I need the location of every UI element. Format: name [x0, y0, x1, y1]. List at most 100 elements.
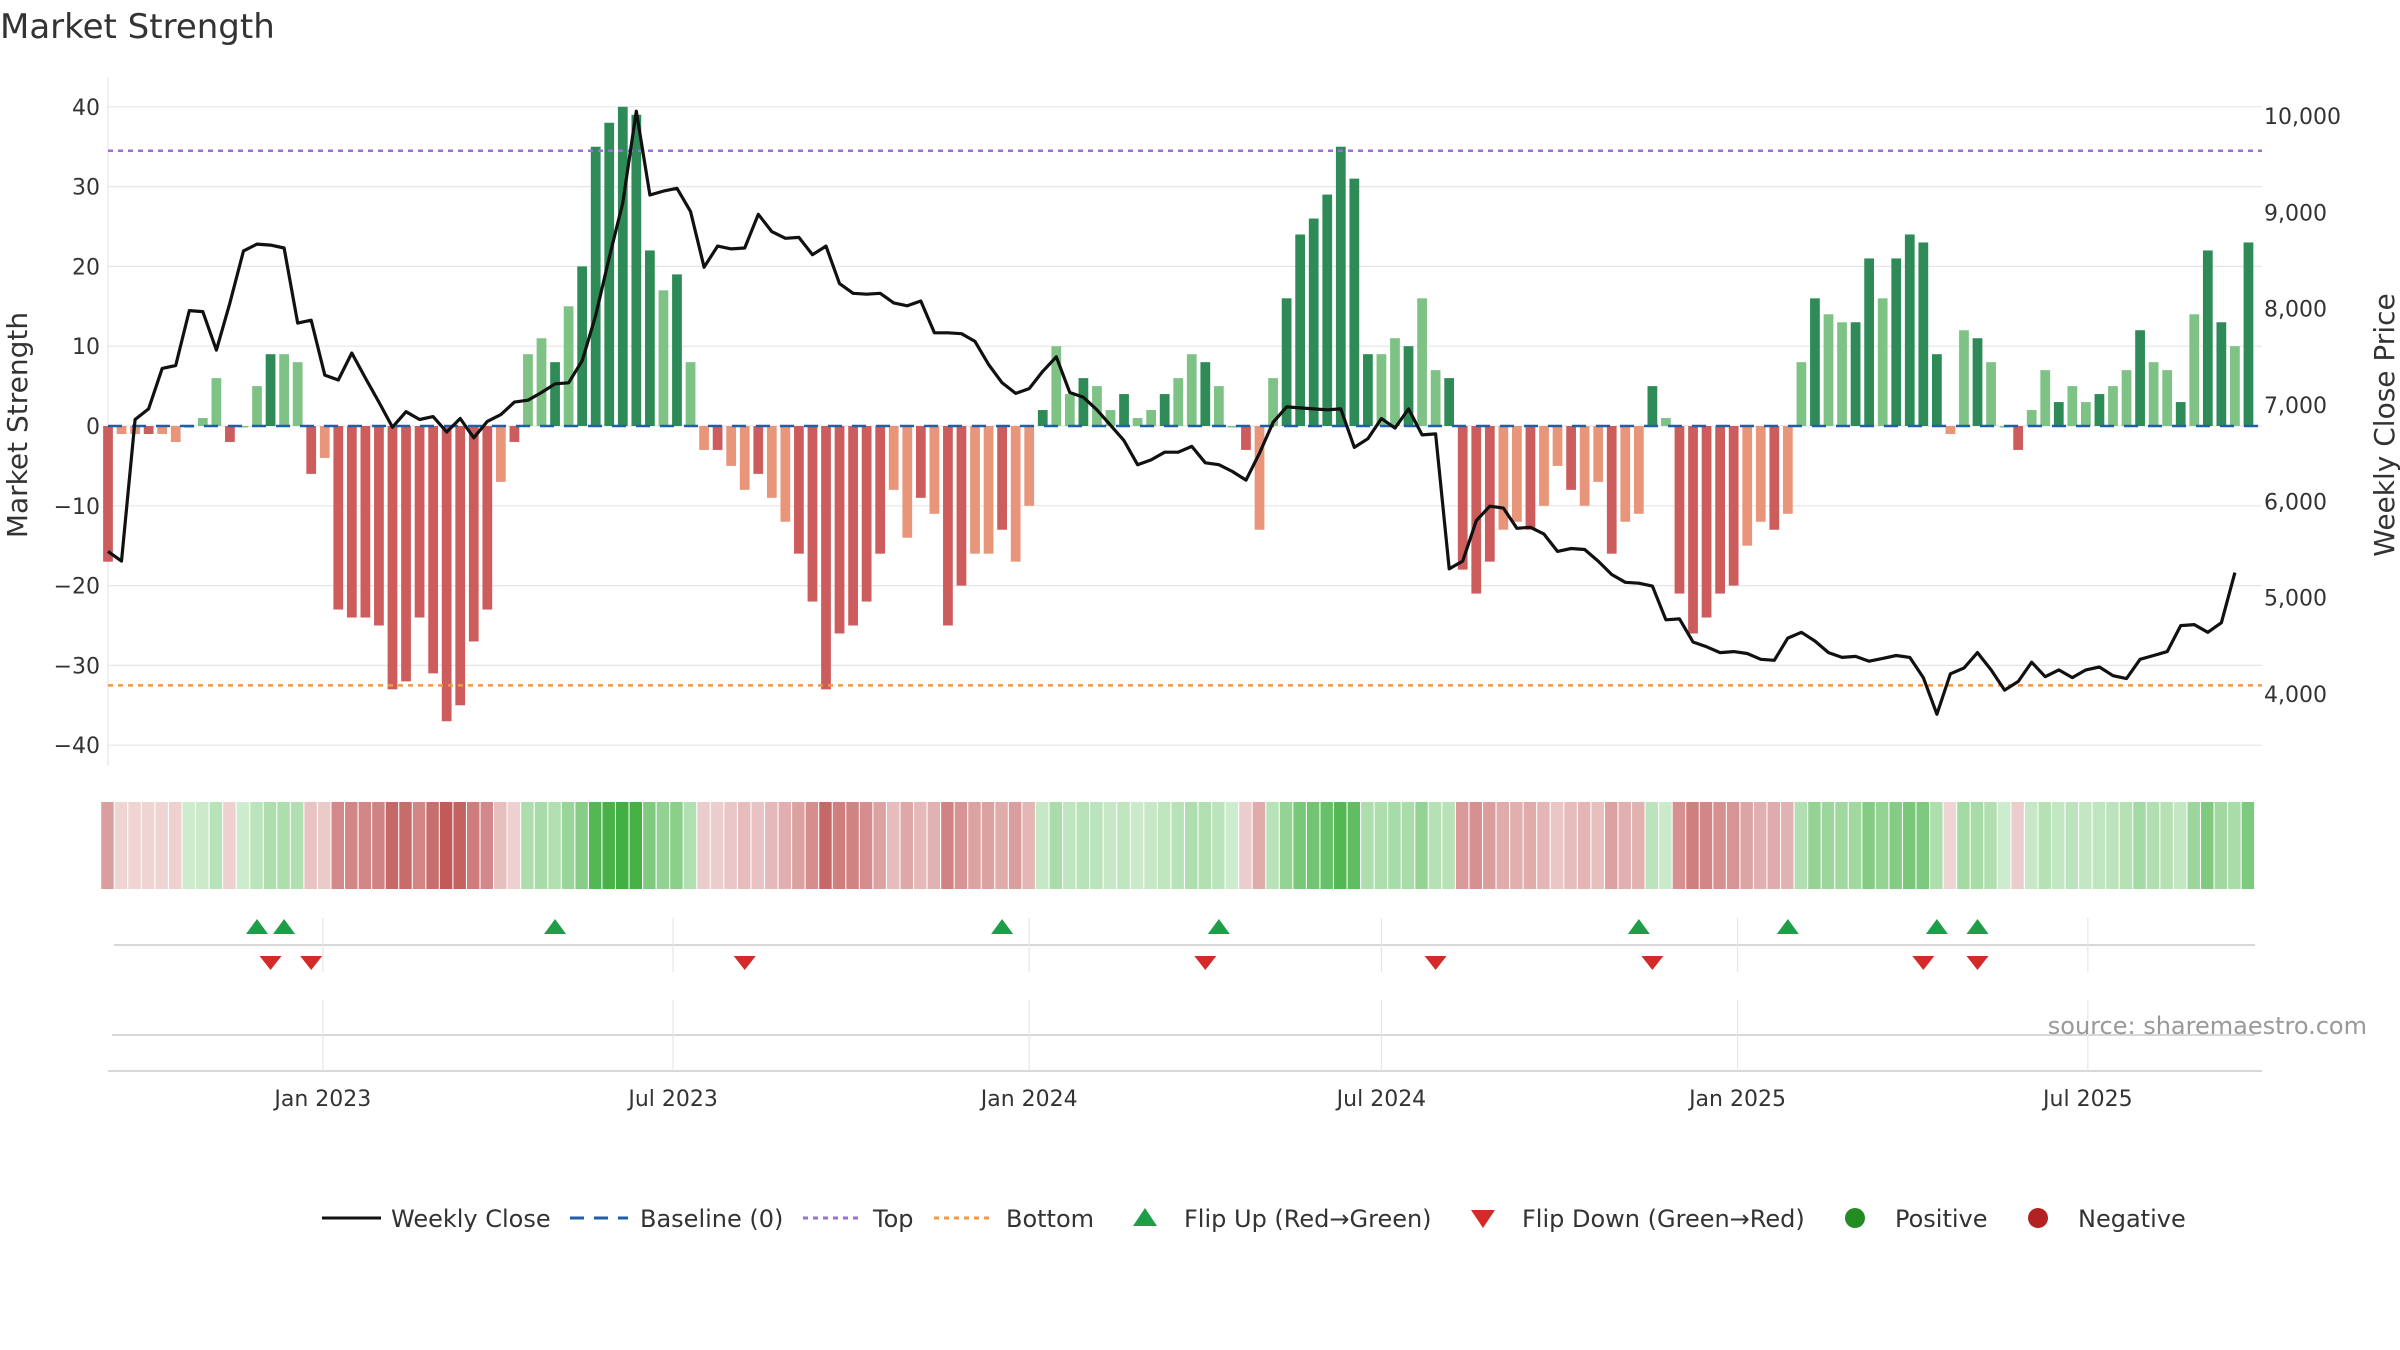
y-tick-label: 30 [72, 176, 100, 201]
heat-cell [968, 802, 981, 889]
flip-down-marker [1966, 956, 1989, 970]
heat-cell [1862, 802, 1875, 889]
strength-bar [1281, 298, 1292, 426]
strength-bar [1376, 354, 1387, 426]
strength-bar [970, 426, 980, 554]
heat-cell [399, 802, 412, 889]
heat-cell [1117, 802, 1130, 889]
strength-bar [1010, 426, 1021, 562]
strength-bar [495, 426, 506, 482]
strength-bar [319, 426, 330, 458]
strength-bar [1931, 354, 1942, 426]
heat-cell [426, 802, 439, 889]
strength-bar [1498, 426, 1509, 530]
heat-cell [1753, 802, 1767, 889]
heat-cell [2228, 802, 2241, 889]
heat-cell [101, 802, 114, 889]
strength-bar [1633, 426, 1644, 514]
strength-bar [726, 426, 737, 466]
strength-bar [888, 426, 899, 490]
heat-cell [1970, 802, 1984, 889]
strength-bar [455, 426, 466, 706]
strength-bar [1918, 242, 1929, 426]
heat-cell [792, 802, 805, 889]
heat-cell [1171, 802, 1184, 889]
heat-cell [1320, 802, 1333, 889]
heat-cell [196, 802, 209, 889]
strength-bar [658, 290, 669, 426]
strength-bar [875, 426, 886, 554]
legend-flip-down-label: Flip Down (Green→Red) [1522, 1205, 1805, 1233]
heat-cell [2065, 802, 2079, 889]
strength-bar [617, 106, 628, 427]
strength-bar [672, 274, 682, 426]
strength-bar [861, 426, 872, 602]
strength-bar [2081, 402, 2091, 426]
strength-bar [766, 426, 777, 498]
chart-title: Market Strength [0, 7, 275, 47]
strength-bar [2135, 330, 2145, 426]
y2-axis-label: Weekly Close Price [2368, 293, 2400, 556]
heat-cell [1144, 802, 1157, 889]
strength-bar [279, 354, 289, 426]
strength-bar [1891, 258, 1902, 426]
strength-bar [238, 426, 249, 428]
strength-bar [1877, 298, 1888, 426]
heat-cell [1469, 802, 1482, 889]
strength-bar [1064, 394, 1075, 426]
strength-bar [1674, 426, 1685, 594]
heat-cell [1049, 802, 1062, 889]
y2-tick-label: 6,000 [2264, 490, 2327, 515]
strength-bar [1024, 426, 1035, 506]
strength-bar [2175, 402, 2186, 426]
heat-cell [1361, 802, 1374, 889]
heat-cell [575, 802, 588, 889]
strength-bar [563, 306, 574, 426]
heat-cell [1279, 802, 1293, 889]
strength-bar [1078, 378, 1089, 426]
strength-bar [211, 378, 222, 426]
strength-bar [2148, 362, 2159, 426]
heat-cell [1442, 802, 1455, 889]
y-tick-label: 40 [72, 96, 100, 121]
strength-bar [1159, 394, 1170, 426]
heat-cell [927, 802, 941, 889]
strength-bar [1606, 426, 1617, 554]
heat-cell [846, 802, 859, 889]
strength-bar [536, 338, 547, 426]
strength-bars [103, 106, 2254, 722]
heat-cell [358, 802, 372, 889]
heat-cell [1090, 802, 1103, 889]
strength-bar [848, 426, 858, 626]
x-tick-label: Jan 2025 [1687, 1087, 1786, 1112]
flip-down-marker [300, 956, 323, 970]
heat-cell [995, 802, 1008, 889]
strength-bar [685, 362, 696, 426]
strength-bar [1335, 146, 1346, 426]
strength-bar [1308, 218, 1319, 426]
strength-bar [1471, 426, 1482, 594]
heat-cell [1550, 802, 1564, 889]
flip-up-marker [991, 919, 1014, 934]
y-tick-label: −20 [54, 575, 100, 600]
strength-bar [1837, 322, 1847, 426]
strength-bar [1769, 426, 1780, 530]
flip-up-marker [1627, 919, 1650, 934]
strength-bar [2216, 322, 2227, 426]
heat-cell [1510, 802, 1523, 889]
strength-bar [590, 146, 601, 426]
strength-bar [482, 426, 493, 610]
strength-bar [794, 426, 804, 554]
flip-down-marker [733, 956, 756, 970]
heat-cell [1537, 802, 1550, 889]
heat-cell [1632, 802, 1645, 889]
heat-cell [1564, 802, 1577, 889]
legend: Weekly Close Baseline (0) Top Bottom Fli… [322, 1205, 2186, 1233]
heat-cell [1794, 802, 1808, 889]
heat-cell [1984, 802, 1997, 889]
heat-cell [1063, 802, 1076, 889]
strength-bar [821, 426, 831, 690]
heat-cell [1483, 802, 1496, 889]
strength-bar [577, 266, 588, 426]
heat-cell [1821, 802, 1835, 889]
